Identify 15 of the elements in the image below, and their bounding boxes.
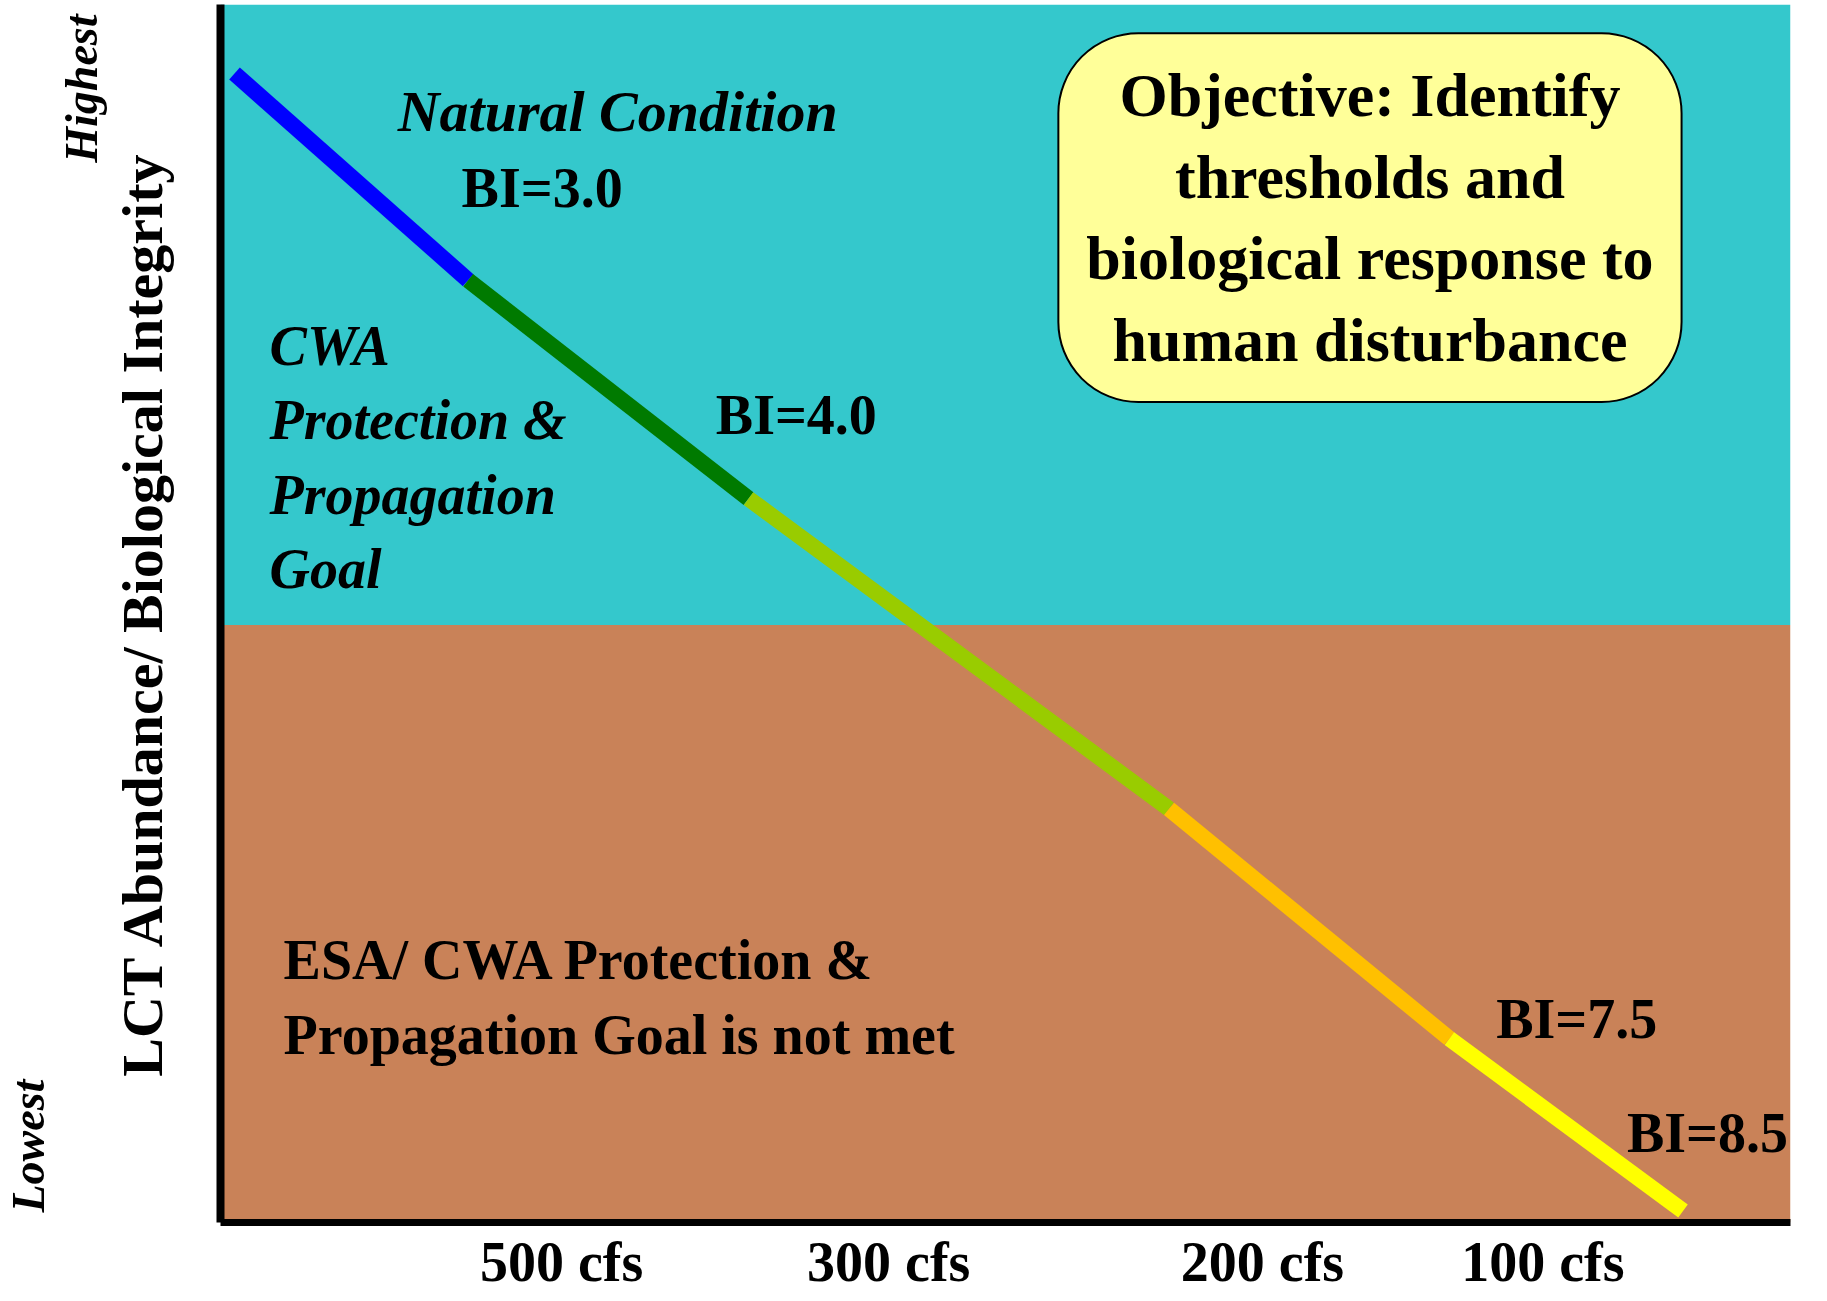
- x-tick-label: 500 cfs: [479, 1230, 644, 1293]
- annotation: CWA Protection & Propagation Goal: [268, 314, 567, 600]
- x-tick-label: 300 cfs: [807, 1230, 971, 1293]
- annotation: BI=3.0: [461, 157, 623, 220]
- annotation: Natural Condition: [396, 79, 838, 145]
- x-tick-label: 100 cfs: [1461, 1230, 1625, 1293]
- annotation: Objective: Identify thresholds and biological response to human disturbance: [1086, 61, 1654, 375]
- annotation: ESA/ CWA Protection & Propagation Goal is not met: [283, 929, 955, 1066]
- x-tick-label: 200 cfs: [1180, 1230, 1345, 1293]
- annotation: BI=4.0: [715, 383, 877, 446]
- annotation: BI=7.5: [1496, 988, 1658, 1051]
- annotation: BI=8.5: [1626, 1101, 1789, 1164]
- text: Lowest: [2, 1078, 54, 1214]
- y-axis-title: LCT Abundance/ Biological Integrity: [109, 154, 175, 1077]
- text: Highest: [55, 13, 107, 164]
